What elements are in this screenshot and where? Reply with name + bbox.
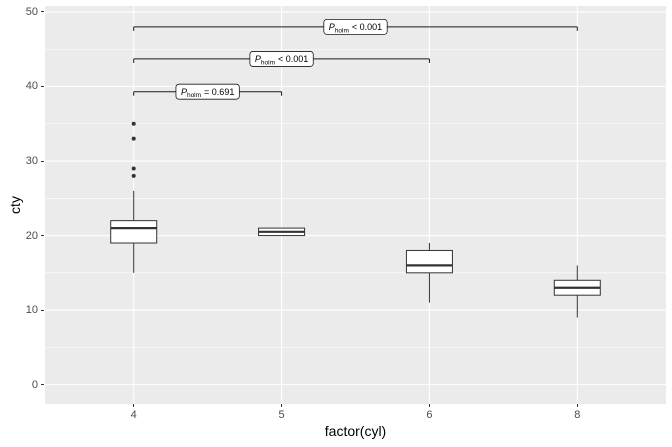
bracket-label-box <box>249 51 314 67</box>
y-axis-tick <box>41 309 44 311</box>
x-axis-tick <box>133 404 135 407</box>
x-tick-label: 4 <box>130 409 137 421</box>
x-tick-label: 6 <box>426 409 433 421</box>
y-axis-title: cty <box>7 196 23 214</box>
y-tick-label: 30 <box>25 155 38 168</box>
bracket-p-value-label: Pholm = 0.691 <box>181 87 234 99</box>
boxplot-cyl-6 <box>405 243 453 303</box>
y-tick-label: 10 <box>25 304 38 317</box>
plot-panel: Pholm = 0.691 Pholm < 0.001 Pholm < 0.001 <box>45 6 666 404</box>
significance-bracket-4-8: Pholm < 0.001 <box>133 18 578 35</box>
boxplot-cyl-5 <box>258 227 306 237</box>
boxplot-cyl-4 <box>110 121 158 273</box>
y-axis-tick <box>41 85 44 87</box>
box-iqr <box>110 220 158 244</box>
significance-bracket-4-5: Pholm = 0.691 <box>133 83 283 100</box>
bracket-label-box <box>323 18 388 35</box>
significance-bracket-4-6: Pholm < 0.001 <box>133 51 430 67</box>
outlier-point <box>131 136 136 141</box>
outlier-point <box>131 166 136 171</box>
plot-canvas: Pholm = 0.691 Pholm < 0.001 Pholm < 0.001 <box>45 6 666 404</box>
boxplot-cyl-8 <box>553 265 601 318</box>
y-axis-tick <box>41 160 44 162</box>
outlier-point <box>131 121 136 126</box>
outlier-point <box>131 173 136 178</box>
bracket-p-value-label: Pholm < 0.001 <box>255 54 308 66</box>
y-tick-label: 0 <box>31 378 38 391</box>
x-tick-label: 5 <box>278 409 285 421</box>
y-axis-tick <box>41 384 44 386</box>
x-axis-title: factor(cyl) <box>324 423 387 439</box>
y-tick-label: 50 <box>25 5 38 18</box>
y-axis-tick <box>41 235 44 237</box>
x-axis-tick <box>281 404 283 407</box>
y-axis-tick <box>41 11 44 13</box>
bracket-label-box <box>175 83 240 100</box>
x-axis-tick <box>428 404 430 407</box>
x-tick-label: 8 <box>574 409 581 421</box>
box-iqr <box>405 249 453 274</box>
x-axis-tick <box>576 404 578 407</box>
y-tick-label: 20 <box>25 229 38 242</box>
y-tick-label: 40 <box>25 80 38 93</box>
bracket-p-value-label: Pholm < 0.001 <box>329 22 382 34</box>
